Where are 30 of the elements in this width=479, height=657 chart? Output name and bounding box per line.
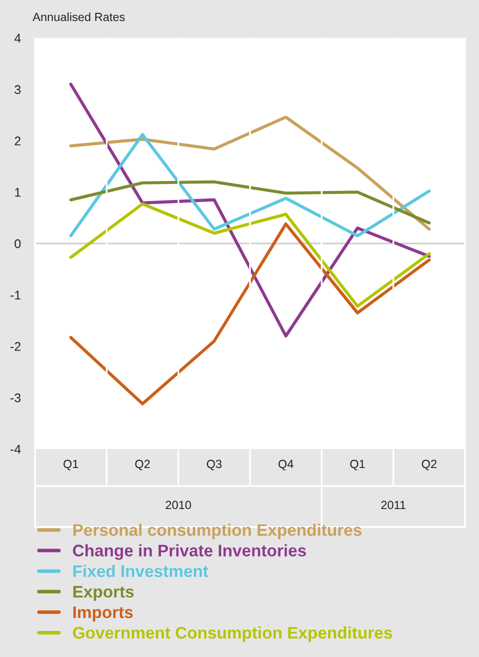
y-tick-label: -3 [10, 393, 21, 402]
x-tick-label: Q2 [135, 460, 150, 470]
y-tick-label: -2 [10, 342, 20, 351]
x-tick-label: Q4 [278, 460, 294, 470]
line-series [69, 202, 431, 308]
y-tick-label: 3 [14, 85, 21, 94]
y-tick-label: 4 [14, 34, 21, 43]
x-tick-label: Q1 [64, 460, 78, 470]
y-tick-label: 1 [15, 188, 20, 197]
legend-label: Imports [73, 606, 133, 622]
legend-label: Government Consumption Expenditures [72, 626, 392, 642]
y-tick-label: -4 [10, 444, 21, 454]
line-series [69, 116, 431, 231]
x-tick-label: Q1 [350, 460, 365, 470]
y-tick-label: 0 [14, 239, 21, 248]
legend-label: Change in Private Inventories [72, 544, 306, 560]
legend-label: Fixed Investment [73, 564, 208, 578]
y-tick-label: -1 [10, 290, 20, 300]
y-tick-label: 2 [14, 136, 20, 146]
line-series [69, 133, 431, 238]
line-series [69, 222, 431, 406]
line-series [69, 82, 431, 338]
text: 2010 [166, 500, 192, 510]
legend-label: Personal consumption Expenditures [73, 524, 362, 540]
text: 2011 [381, 500, 406, 510]
x-tick-label: Q2 [422, 460, 436, 470]
x-tick-label: Q3 [206, 460, 222, 470]
legend-label: Exports [73, 586, 134, 601]
line-series [69, 180, 431, 224]
y-axis-title: Annualised Rates [32, 12, 125, 22]
